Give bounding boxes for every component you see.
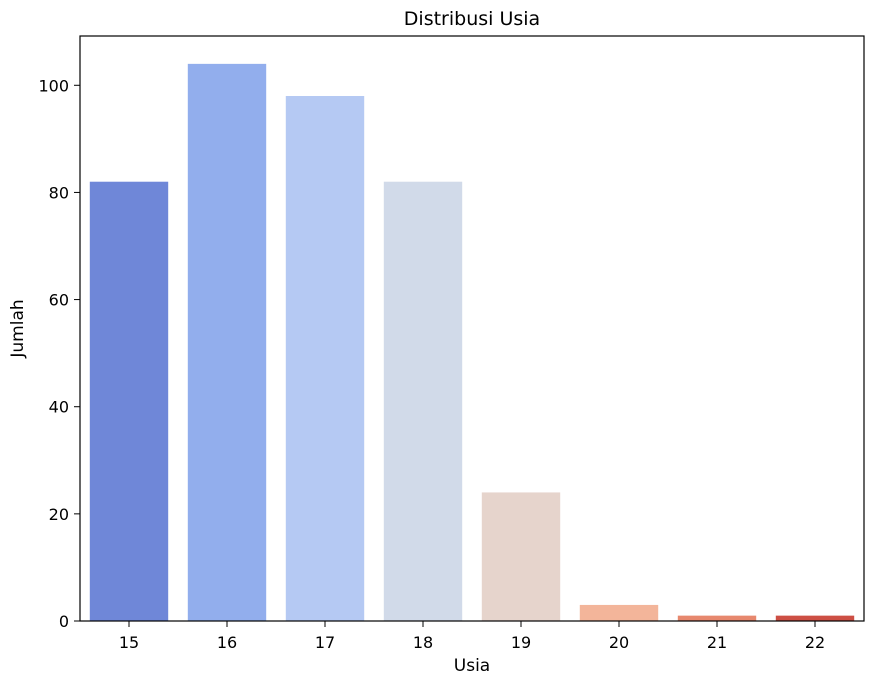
y-tick-label: 100 [38,76,69,95]
x-tick-label: 21 [707,633,727,652]
y-axis-ticks: 0 20 40 60 80 100 [38,76,80,631]
x-tick-label: 20 [609,633,629,652]
bar-19 [481,492,561,621]
y-axis-label: Jumlah [8,299,28,358]
x-tick-label: 22 [805,633,825,652]
x-tick-label: 16 [217,633,237,652]
bar-16 [187,63,267,622]
bar-22 [775,615,855,621]
bar-17 [285,96,365,621]
bar-18 [383,181,463,621]
bar-20 [579,604,659,621]
x-axis-label: Usia [454,656,490,676]
bar-15 [89,181,169,621]
x-axis-ticks: 15 16 17 18 19 20 21 22 [119,621,825,652]
x-tick-label: 19 [511,633,531,652]
y-tick-label: 20 [49,505,69,524]
y-tick-label: 60 [49,291,69,310]
plot-frame [79,35,865,622]
chart-title: Distribusi Usia [404,8,540,30]
y-tick-label: 80 [49,183,69,202]
y-tick-label: 40 [49,398,69,417]
x-tick-label: 15 [119,633,139,652]
x-tick-label: 17 [315,633,335,652]
x-tick-label: 18 [413,633,433,652]
bar-21 [677,615,757,621]
y-tick-label: 0 [59,612,69,631]
bars-group [89,63,855,622]
